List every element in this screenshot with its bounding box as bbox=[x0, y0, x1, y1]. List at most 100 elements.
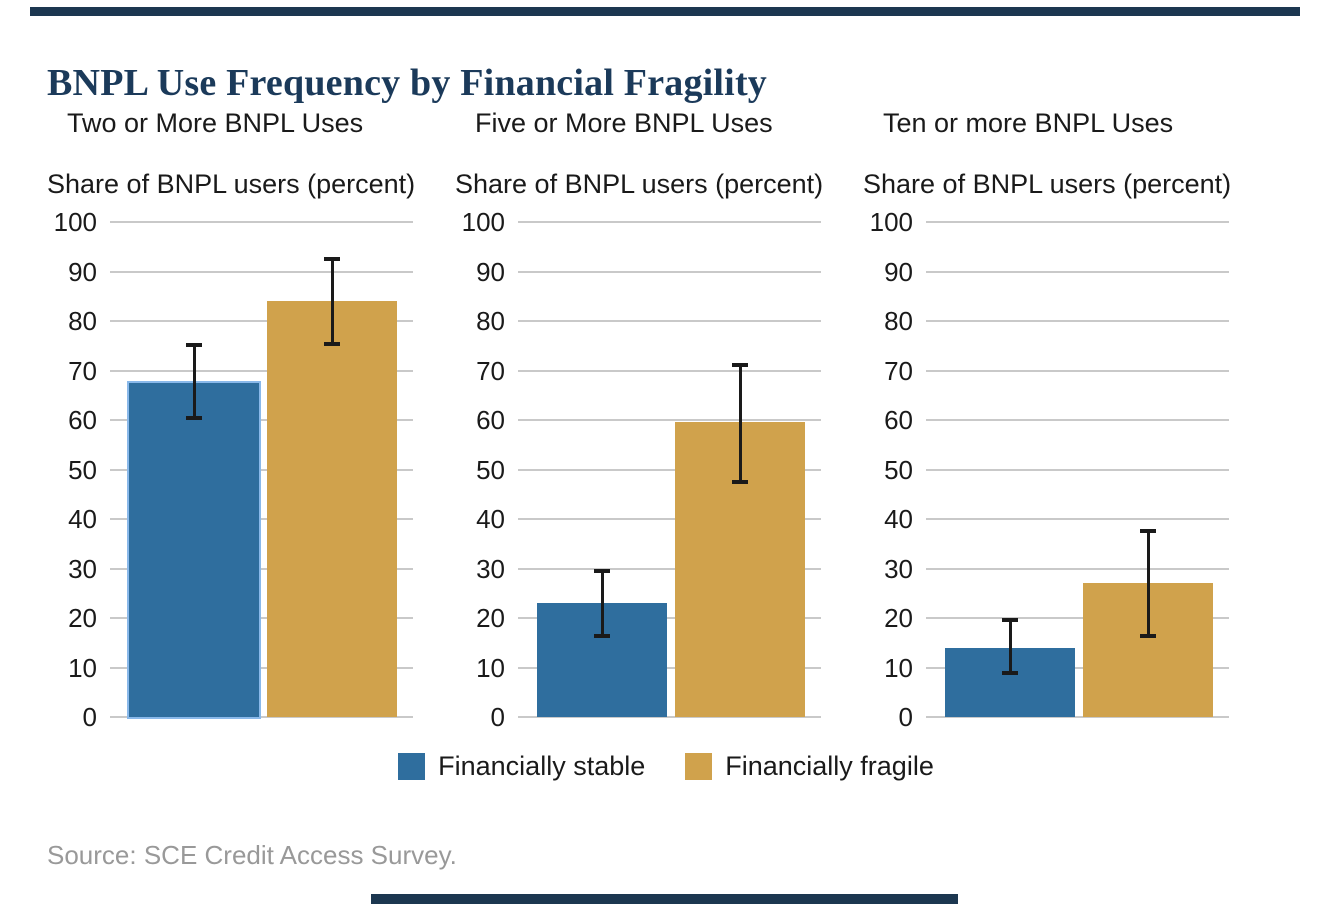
error-bar-line bbox=[330, 256, 334, 346]
gridline bbox=[518, 221, 821, 223]
plot-area bbox=[110, 221, 413, 720]
gridline bbox=[110, 419, 413, 421]
gridline bbox=[110, 567, 413, 570]
gridline bbox=[926, 518, 1229, 520]
gridline bbox=[518, 617, 821, 619]
panel-3: Ten or more BNPL Uses Share of BNPL users… bbox=[863, 108, 1232, 732]
gridline bbox=[518, 468, 821, 471]
y-tick-label: 60 bbox=[476, 405, 505, 435]
y-tick-label: 40 bbox=[68, 504, 97, 534]
error-bar-line bbox=[738, 363, 742, 485]
bar-stable[interactable] bbox=[127, 380, 261, 720]
source-note: Source: SCE Credit Access Survey. bbox=[47, 840, 457, 870]
gridline bbox=[110, 617, 413, 619]
panel-subtitle: Two or More BNPL Uses bbox=[67, 108, 364, 138]
y-tick-label: 40 bbox=[476, 504, 505, 534]
y-tick-label: 30 bbox=[476, 553, 505, 584]
y-tick-label: 0 bbox=[898, 702, 913, 732]
error-bar-cap bbox=[1002, 670, 1018, 675]
panel-ylabel: Share of BNPL users (percent) bbox=[455, 169, 824, 199]
gridline bbox=[926, 419, 1229, 421]
error-bar-line bbox=[600, 568, 604, 638]
y-tick-label: 10 bbox=[884, 652, 913, 683]
legend-label-stable: Financially stable bbox=[438, 751, 646, 781]
y-tick-label: 50 bbox=[884, 454, 913, 485]
chart-title: BNPL Use Frequency by Financial Fragilit… bbox=[47, 62, 767, 105]
gridline bbox=[110, 716, 413, 718]
y-tick-label: 80 bbox=[884, 306, 913, 336]
panel-subtitle: Ten or more BNPL Uses bbox=[883, 108, 1174, 138]
y-tick-label: 20 bbox=[68, 603, 97, 633]
legend-label-fragile: Financially fragile bbox=[725, 751, 934, 781]
error-bar-cap bbox=[1002, 618, 1018, 623]
y-tick-label: 50 bbox=[68, 454, 97, 485]
error-bar-cap bbox=[324, 256, 340, 261]
gridline bbox=[926, 716, 1229, 718]
error-bar-cap bbox=[732, 480, 748, 485]
gridline bbox=[926, 617, 1229, 619]
y-tick-label: 70 bbox=[476, 355, 505, 386]
y-tick-label: 30 bbox=[68, 553, 97, 584]
y-tick-label: 100 bbox=[53, 207, 97, 237]
error-bar-fragile bbox=[1140, 528, 1156, 638]
plot-area bbox=[926, 221, 1229, 718]
error-bar-cap bbox=[324, 341, 340, 346]
error-bar-line bbox=[1146, 528, 1150, 638]
y-tick-label: 70 bbox=[884, 355, 913, 386]
gridline bbox=[518, 369, 821, 372]
gridline bbox=[518, 518, 821, 520]
bar-fragile[interactable] bbox=[267, 301, 397, 717]
error-bar-stable bbox=[594, 568, 610, 638]
error-bar-cap bbox=[732, 363, 748, 368]
bottom-accent-rule bbox=[371, 894, 958, 904]
error-bar-line bbox=[1008, 618, 1012, 675]
chart-panels: Two or More BNPL Uses Share of BNPL users… bbox=[47, 108, 1232, 732]
panel-2: Five or More BNPL Uses Share of BNPL user… bbox=[455, 108, 824, 732]
error-bar-fragile bbox=[324, 256, 340, 346]
plot-area bbox=[518, 221, 821, 718]
y-tick-label: 70 bbox=[68, 355, 97, 386]
gridline bbox=[110, 320, 413, 322]
error-bar-stable bbox=[186, 343, 202, 420]
y-tick-label: 40 bbox=[884, 504, 913, 534]
gridline bbox=[110, 221, 413, 223]
y-tick-label: 20 bbox=[476, 603, 505, 633]
y-tick-label: 100 bbox=[869, 207, 913, 237]
legend-item-stable: Financially stable bbox=[398, 751, 645, 782]
y-tick-label: 10 bbox=[68, 652, 97, 683]
gridline bbox=[110, 468, 413, 471]
y-tick-label: 10 bbox=[476, 652, 505, 683]
gridline bbox=[110, 666, 413, 669]
gridline bbox=[926, 270, 1229, 273]
panel-ylabel: Share of BNPL users (percent) bbox=[863, 169, 1232, 199]
gridline bbox=[926, 567, 1229, 570]
gridline bbox=[518, 567, 821, 570]
y-tick-label: 80 bbox=[68, 306, 97, 336]
panel-subtitle: Five or More BNPL Uses bbox=[475, 108, 773, 138]
gridline bbox=[926, 221, 1229, 223]
error-bar-cap bbox=[594, 633, 610, 638]
error-bar-cap bbox=[594, 568, 610, 573]
legend-item-fragile: Financially fragile bbox=[685, 751, 934, 782]
y-tick-label: 30 bbox=[884, 553, 913, 584]
y-tick-label: 90 bbox=[476, 256, 505, 287]
y-tick-label: 100 bbox=[461, 207, 505, 237]
chart-legend: Financially stable Financially fragile bbox=[0, 751, 1332, 782]
y-tick-label: 50 bbox=[476, 454, 505, 485]
gridline bbox=[926, 320, 1229, 322]
gridline bbox=[926, 468, 1229, 471]
gridline bbox=[518, 270, 821, 273]
gridline bbox=[518, 419, 821, 421]
y-tick-label: 60 bbox=[68, 405, 97, 435]
y-tick-label: 0 bbox=[82, 702, 97, 732]
gridline bbox=[518, 716, 821, 718]
error-bar-fragile bbox=[732, 363, 748, 485]
error-bar-cap bbox=[186, 343, 202, 348]
gridline bbox=[110, 369, 413, 372]
y-tick-label: 90 bbox=[68, 256, 97, 287]
error-bar-cap bbox=[186, 416, 202, 420]
panel-ylabel: Share of BNPL users (percent) bbox=[47, 169, 416, 199]
gridline bbox=[518, 666, 821, 669]
error-bar-cap bbox=[1140, 633, 1156, 638]
gridline bbox=[110, 270, 413, 273]
